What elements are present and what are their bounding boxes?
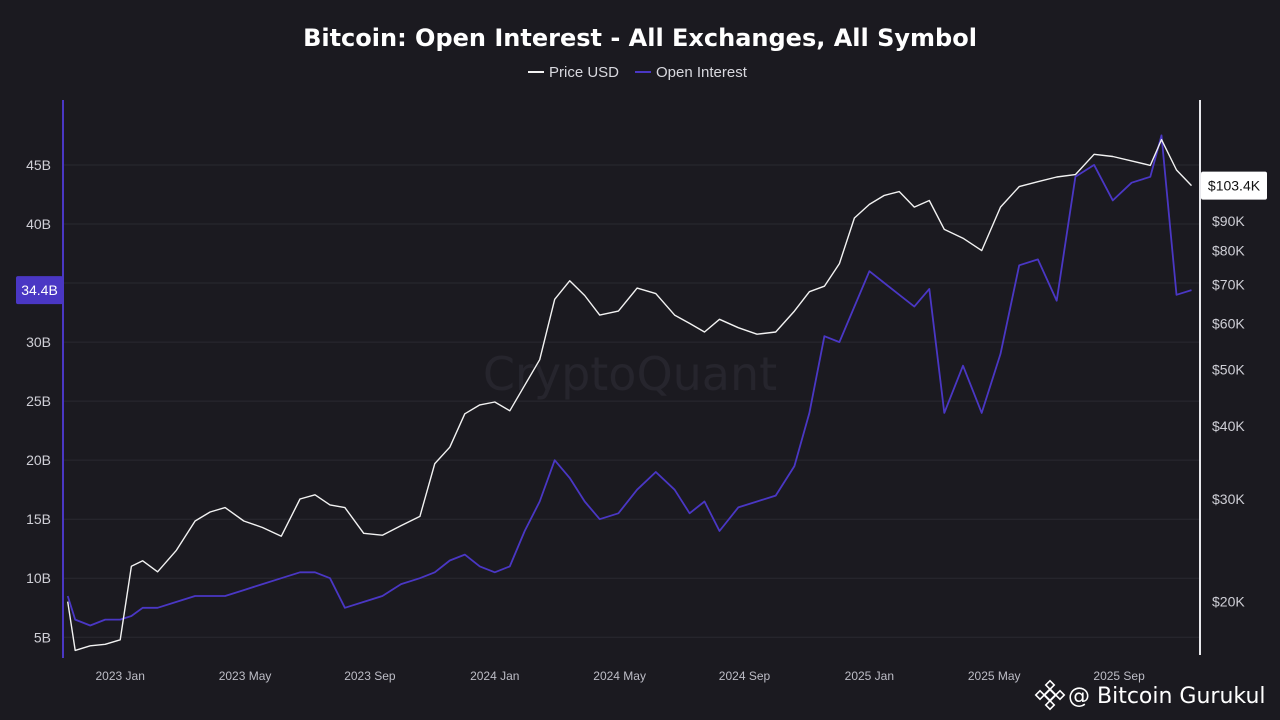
right-tick-label: $60K bbox=[1212, 315, 1245, 331]
legend-oi-label[interactable]: Open Interest bbox=[656, 64, 748, 81]
legend[interactable]: Price USD Open Interest bbox=[528, 64, 748, 81]
x-tick-label: 2024 Jan bbox=[470, 669, 519, 683]
x-tick-label: 2023 Sep bbox=[344, 669, 396, 683]
left-current-badge-box bbox=[16, 276, 63, 305]
x-tick-label: 2025 Sep bbox=[1093, 669, 1145, 683]
right-current-badge-box bbox=[1201, 171, 1267, 200]
right-tick-label: $20K bbox=[1212, 594, 1245, 610]
right-tick-label: $70K bbox=[1212, 276, 1245, 292]
left-tick-label: 20B bbox=[26, 452, 51, 468]
x-tick-label: 2025 May bbox=[968, 669, 1021, 683]
chart-title: Bitcoin: Open Interest - All Exchanges, … bbox=[303, 24, 977, 52]
x-tick-label: 2025 Jan bbox=[845, 669, 894, 683]
right-tick-label: $40K bbox=[1212, 418, 1245, 434]
left-current-badge-label: 34.4B bbox=[21, 282, 58, 298]
x-axis-ticks: 2023 Jan 2023 May 2023 Sep 2024 Jan 2024 May… bbox=[95, 669, 1145, 683]
right-tick-label: $90K bbox=[1212, 213, 1245, 229]
left-tick-label: 25B bbox=[26, 393, 51, 409]
left-tick-label: 10B bbox=[26, 570, 51, 586]
x-tick-label: 2024 Sep bbox=[719, 669, 771, 683]
grid-lines bbox=[64, 164, 1199, 638]
credit-text: @ Bitcoin Gurukul bbox=[1068, 684, 1266, 709]
legend-price-label[interactable]: Price USD bbox=[549, 64, 619, 81]
right-current-badge-label: $103.4K bbox=[1208, 178, 1261, 194]
x-tick-label: 2024 May bbox=[593, 669, 646, 683]
left-axis-ticks: 5B10B15B20B25B30B35B40B45B bbox=[26, 157, 51, 645]
left-tick-label: 40B bbox=[26, 216, 51, 232]
price-series-line bbox=[67, 138, 1193, 652]
credit: @ Bitcoin Gurukul bbox=[1034, 679, 1266, 711]
watermark-text: CryptoQuant bbox=[483, 347, 777, 401]
binance-logo-icon bbox=[1034, 679, 1066, 711]
left-current-badge: 34.4B bbox=[16, 276, 63, 305]
x-tick-label: 2023 Jan bbox=[95, 669, 144, 683]
open-interest-series-line bbox=[66, 134, 1192, 627]
left-tick-label: 5B bbox=[34, 629, 51, 645]
right-tick-label: $30K bbox=[1212, 491, 1245, 507]
right-current-badge: $103.4K bbox=[1201, 171, 1267, 200]
left-tick-label: 15B bbox=[26, 511, 51, 527]
right-tick-label: $50K bbox=[1212, 362, 1245, 378]
right-tick-label: $80K bbox=[1212, 243, 1245, 259]
x-tick-label: 2023 May bbox=[219, 669, 272, 683]
left-tick-label: 30B bbox=[26, 334, 51, 350]
left-tick-label: 45B bbox=[26, 157, 51, 173]
right-axis-ticks: $20K $30K $40K $50K $60K $70K $80K $90K bbox=[1212, 213, 1245, 610]
